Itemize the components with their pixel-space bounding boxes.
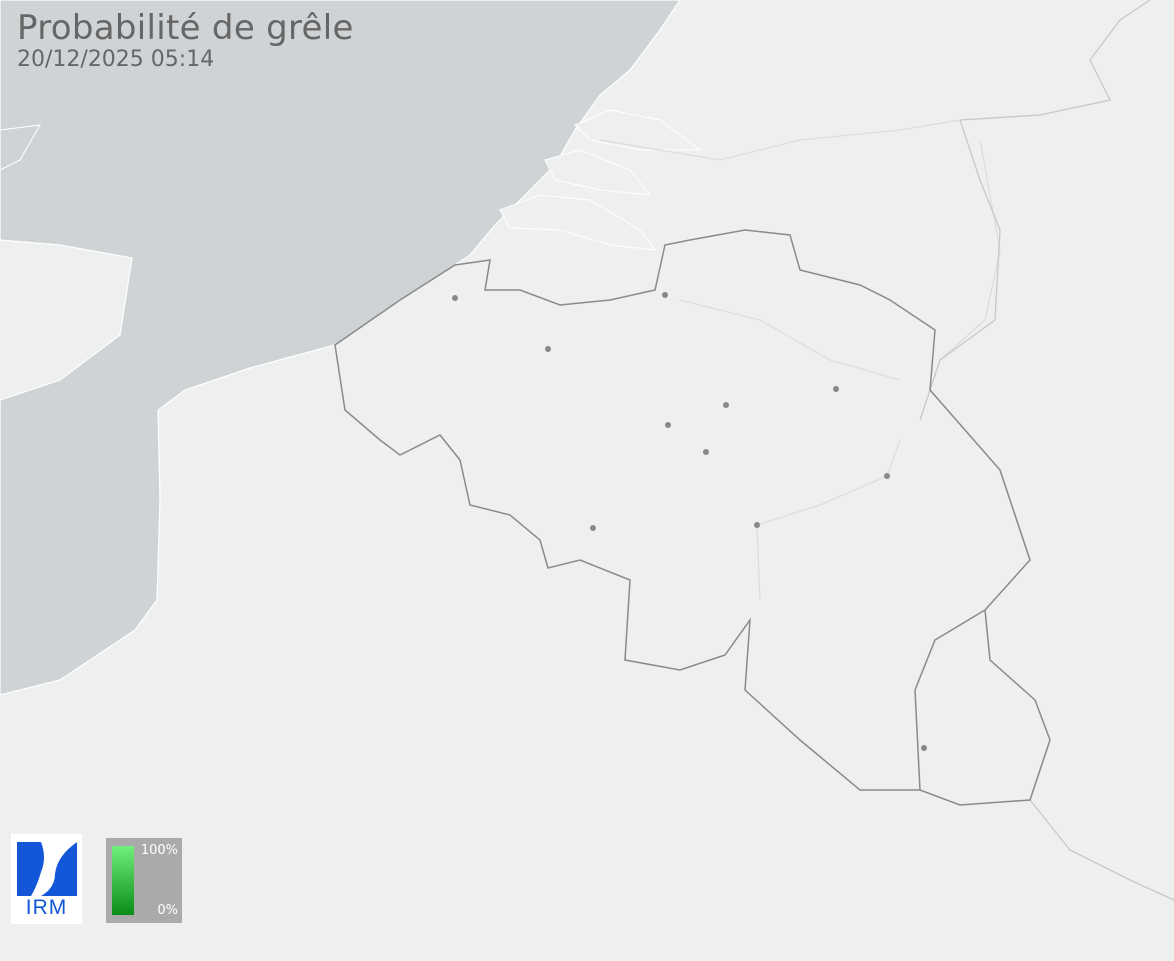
map-timestamp: 20/12/2025 05:14: [17, 47, 215, 72]
irm-logo-icon: [17, 842, 77, 896]
city-dot: [833, 386, 839, 392]
estuary-islands: [499, 109, 702, 251]
city-dot: [884, 473, 890, 479]
legend-min-label: 0%: [157, 903, 178, 918]
city-dot: [452, 295, 458, 301]
city-dot: [665, 422, 671, 428]
rivers: [599, 119, 1001, 601]
city-dot: [545, 346, 551, 352]
logo-text: IRM: [25, 896, 68, 919]
england-coast: [0, 124, 41, 171]
probability-legend: 100% 0%: [106, 838, 182, 923]
city-dot: [662, 292, 668, 298]
legend-color-bar: [112, 846, 134, 915]
sea: [0, 0, 681, 696]
luxembourg-border: [914, 609, 986, 791]
belgium-border: [334, 229, 1051, 806]
city-dot: [921, 745, 927, 751]
irm-logo: IRM: [11, 834, 82, 924]
city-dot: [723, 402, 729, 408]
city-dot: [590, 525, 596, 531]
map-title: Probabilité de grêle: [17, 8, 354, 48]
country-borders: [919, 0, 1174, 901]
cities: [452, 292, 927, 751]
city-dot: [703, 449, 709, 455]
legend-max-label: 100%: [140, 843, 178, 858]
city-dot: [754, 522, 760, 528]
